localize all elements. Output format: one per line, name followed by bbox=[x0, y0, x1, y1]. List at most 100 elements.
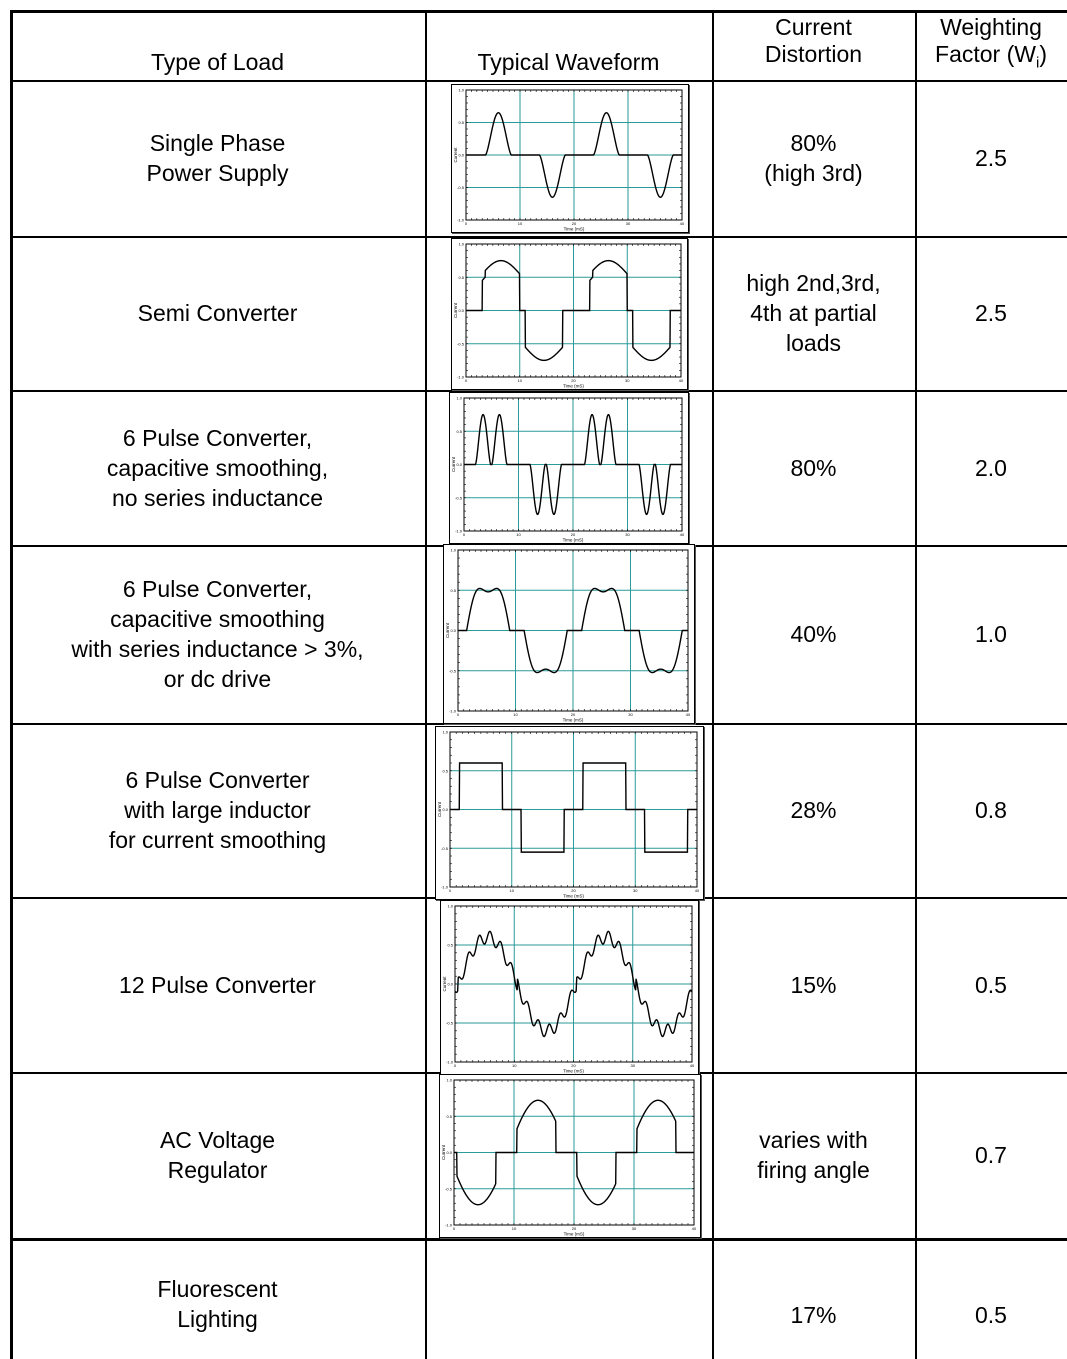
header-type: Type of Load bbox=[151, 49, 284, 75]
x-tick-label: 20 bbox=[572, 1226, 577, 1231]
y-tick-label: 0.0 bbox=[446, 1150, 452, 1155]
x-tick-label: 0 bbox=[449, 888, 452, 893]
y-tick-label: 0.0 bbox=[442, 807, 448, 812]
row-load-type: Single Phase Power Supply bbox=[146, 130, 289, 186]
header-factor-subscript: i bbox=[1035, 54, 1040, 72]
row-distortion: 15% bbox=[790, 971, 837, 998]
row-distortion: 40% bbox=[790, 621, 837, 647]
waveform-curve bbox=[450, 762, 697, 853]
waveform-svg: 1.0 0.5 0.0 -0.5 -1.00 10 20 30 40 Time (mS) Curre… bbox=[453, 88, 685, 232]
y-tick-label: 1.0 bbox=[458, 88, 464, 93]
waveform-svg: 1.0 0.5 0.0 -0.5 -1.00 10 20 30 40 Time (mS) Curre… bbox=[442, 904, 695, 1074]
y-tick-label: -1.0 bbox=[441, 885, 449, 890]
row-distortion: 80% bbox=[790, 454, 837, 481]
y-tick-label: 1.0 bbox=[446, 1078, 452, 1083]
y-tick-label: -1.0 bbox=[445, 1223, 453, 1228]
column-divider bbox=[915, 10, 917, 1359]
x-axis-label: Time (mS) bbox=[563, 384, 584, 389]
waveform-svg: 1.0 0.5 0.0 -0.5 -1.00 10 20 30 40 Time (mS) Curre… bbox=[445, 548, 691, 723]
waveform-plot-ac-regulator: 1.0 0.5 0.0 -0.5 -1.0 0 10 20 30 40 Time (mS) Curre… bbox=[439, 1074, 701, 1238]
waveform-plot-single-phase: 1.0 0.5 0.0 -0.5 -1.0 0 10 20 30 40 Time (mS) Curre… bbox=[451, 84, 689, 233]
y-tick-label: 0.5 bbox=[447, 943, 453, 948]
x-tick-label: 40 bbox=[680, 221, 685, 226]
row-weighting-factor: 0.7 bbox=[975, 1142, 1007, 1168]
header-factor-text: Weighting Factor (W bbox=[935, 14, 1042, 67]
x-tick-label: 20 bbox=[571, 712, 576, 717]
x-tick-label: 10 bbox=[513, 712, 518, 717]
y-tick-label: -0.5 bbox=[441, 846, 449, 851]
x-tick-label: 10 bbox=[518, 221, 523, 226]
waveform-svg: 1.0 0.5 0.0 -0.5 -1.00 10 20 30 40 Time (mS) Curre… bbox=[451, 396, 685, 543]
waveform-curve bbox=[458, 587, 688, 674]
row-divider bbox=[10, 236, 1067, 238]
x-axis-label: Time (mS) bbox=[563, 538, 584, 543]
header-distortion: Current Distortion bbox=[764, 14, 863, 67]
column-divider bbox=[425, 10, 427, 1359]
y-tick-label: 0.5 bbox=[458, 120, 464, 125]
x-tick-label: 30 bbox=[633, 888, 638, 893]
row-weighting-factor: 0.5 bbox=[975, 1302, 1007, 1328]
waveform-plot-semi-converter: 1.0 0.5 0.0 -0.5 -1.0 0 10 20 30 40 Time (mS) Curre… bbox=[451, 238, 688, 390]
y-tick-label: -1.0 bbox=[455, 529, 463, 534]
y-axis-label: Current bbox=[451, 456, 456, 472]
row-divider bbox=[10, 80, 1067, 82]
x-tick-label: 20 bbox=[571, 1063, 576, 1068]
x-tick-label: 30 bbox=[626, 221, 631, 226]
row-load-type: 6 Pulse Converter with large inductor fo… bbox=[108, 767, 327, 853]
y-tick-label: 1.0 bbox=[450, 548, 456, 553]
x-tick-label: 10 bbox=[510, 888, 515, 893]
y-tick-label: -1.0 bbox=[457, 218, 465, 223]
y-tick-label: 0.0 bbox=[458, 308, 464, 313]
y-axis-label: Current bbox=[437, 801, 442, 817]
x-tick-label: 10 bbox=[512, 1226, 517, 1231]
waveform-svg: 1.0 0.5 0.0 -0.5 -1.00 10 20 30 40 Time (mS) Curre… bbox=[437, 730, 700, 899]
y-tick-label: -0.5 bbox=[445, 1186, 453, 1191]
x-axis-label: Time (mS) bbox=[563, 1069, 584, 1074]
y-tick-label: -1.0 bbox=[446, 1060, 454, 1065]
y-tick-label: 0.0 bbox=[456, 462, 462, 467]
y-tick-label: 1.0 bbox=[442, 730, 448, 735]
x-tick-label: 30 bbox=[632, 1226, 637, 1231]
row-weighting-factor: 2.0 bbox=[975, 454, 1007, 481]
header-factor-wrap: Weighting Factor (Wi) bbox=[935, 14, 1047, 77]
row-load-type: AC Voltage Regulator bbox=[159, 1127, 276, 1183]
row-weighting-factor: 2.5 bbox=[975, 300, 1007, 326]
row-load-type: 12 Pulse Converter bbox=[119, 971, 316, 998]
y-axis-label: Current bbox=[441, 1144, 446, 1160]
row-distortion: 28% bbox=[790, 797, 837, 823]
y-tick-label: -1.0 bbox=[449, 709, 457, 714]
x-tick-label: 40 bbox=[690, 1063, 695, 1068]
waveform-curve bbox=[466, 112, 682, 198]
table-top-border bbox=[10, 10, 1067, 13]
x-tick-label: 0 bbox=[465, 378, 468, 383]
x-tick-label: 10 bbox=[512, 1063, 517, 1068]
y-tick-label: 1.0 bbox=[458, 242, 464, 247]
row-load-type: Semi Converter bbox=[137, 300, 298, 326]
x-tick-label: 0 bbox=[454, 1063, 457, 1068]
y-tick-label: 0.0 bbox=[450, 628, 456, 633]
x-tick-label: 0 bbox=[463, 532, 466, 537]
row-weighting-factor: 0.5 bbox=[975, 971, 1007, 998]
y-tick-label: 1.0 bbox=[456, 396, 462, 401]
row-load-type: 6 Pulse Converter, capacitive smoothing … bbox=[71, 576, 364, 692]
waveform-plot-6-pulse-cap: 1.0 0.5 0.0 -0.5 -1.0 0 10 20 30 40 Time (mS) Curre… bbox=[449, 392, 689, 544]
y-tick-label: 0.5 bbox=[450, 588, 456, 593]
row-distortion: high 2nd,3rd, 4th at partial loads bbox=[746, 270, 881, 356]
y-tick-label: -0.5 bbox=[457, 185, 465, 190]
y-tick-label: 0.0 bbox=[447, 982, 453, 987]
row-divider bbox=[10, 723, 1067, 725]
x-tick-label: 20 bbox=[571, 888, 576, 893]
row-distortion: 17% bbox=[790, 1302, 837, 1328]
y-tick-label: 0.0 bbox=[458, 153, 464, 158]
waveform-curve bbox=[466, 259, 681, 362]
y-tick-label: 0.5 bbox=[456, 429, 462, 434]
y-tick-label: -0.5 bbox=[449, 668, 457, 673]
x-tick-label: 30 bbox=[631, 1063, 636, 1068]
x-tick-label: 0 bbox=[465, 221, 468, 226]
waveform-curve bbox=[454, 1099, 694, 1206]
row-weighting-factor: 1.0 bbox=[975, 621, 1007, 647]
x-tick-label: 40 bbox=[695, 888, 700, 893]
row-weighting-factor: 2.5 bbox=[975, 145, 1007, 171]
y-axis-label: Current bbox=[453, 147, 458, 163]
y-tick-label: -1.0 bbox=[457, 375, 465, 380]
